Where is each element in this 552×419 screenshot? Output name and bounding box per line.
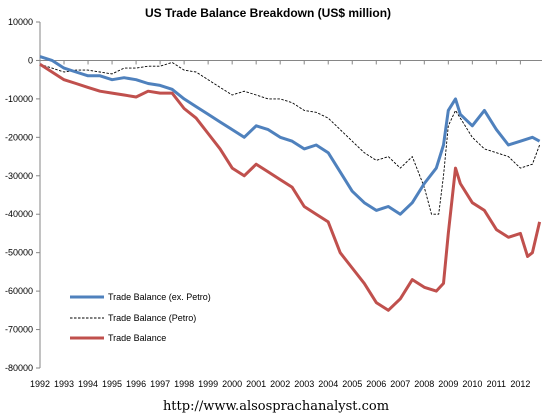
x-tick-label: 1995 xyxy=(102,379,122,389)
legend-label: Trade Balance xyxy=(108,333,166,343)
source-url: http://www.alsosprachanalyst.com xyxy=(162,399,390,414)
legend-label: Trade Balance (ex. Petro) xyxy=(108,292,211,302)
x-tick-label: 1993 xyxy=(54,379,74,389)
y-tick-label: -50000 xyxy=(5,248,33,258)
x-tick-labels: 1992 1993 1994 1995 1996 1997 1998 1999 2000 2001… xyxy=(30,379,530,389)
x-tick-label: 2000 xyxy=(222,379,242,389)
legend-label: Trade Balance (Petro) xyxy=(108,313,196,323)
series-line-1 xyxy=(39,61,541,215)
y-tick-label: -80000 xyxy=(5,363,33,373)
x-tick-label: 1992 xyxy=(30,379,50,389)
series-lines xyxy=(39,55,542,312)
x-tick-label: 2009 xyxy=(438,379,458,389)
x-tick-label: 1999 xyxy=(198,379,218,389)
x-tick-label: 1994 xyxy=(78,379,98,389)
x-tick-label: 2004 xyxy=(318,379,338,389)
y-tick-label: -40000 xyxy=(5,209,33,219)
x-tick-label: 2012 xyxy=(510,379,530,389)
x-tick-label: 2011 xyxy=(487,379,506,389)
line-chart: US Trade Balance Breakdown (US$ million)… xyxy=(5,6,542,389)
series-line-2 xyxy=(39,63,542,312)
legend: Trade Balance (ex. Petro) Trade Balance (… xyxy=(70,292,211,343)
x-tick-label: 2003 xyxy=(294,379,314,389)
chart-title: US Trade Balance Breakdown (US$ million) xyxy=(145,6,391,20)
x-tick-label: 2008 xyxy=(414,379,434,389)
x-tick-label: 1996 xyxy=(126,379,146,389)
y-tick-label: 0 xyxy=(28,55,33,65)
x-tick-label: 2010 xyxy=(462,379,482,389)
x-tick-label: 2002 xyxy=(270,379,290,389)
axes xyxy=(36,21,542,369)
y-tick-label: -60000 xyxy=(5,286,33,296)
x-tick-label: 2006 xyxy=(366,379,386,389)
y-tick-label: -20000 xyxy=(5,132,33,142)
y-tick-label: 10000 xyxy=(8,17,33,27)
x-tick-label: 1998 xyxy=(174,379,194,389)
x-tick-label: 1997 xyxy=(150,379,170,389)
y-tick-label: -70000 xyxy=(5,325,33,335)
y-tick-labels: 10000 0 -10000 -20000 -30000 -40000 -50000 -600… xyxy=(5,17,33,373)
series-line-0 xyxy=(39,55,541,216)
x-tick-label: 2005 xyxy=(342,379,362,389)
x-tick-label: 2001 xyxy=(246,379,266,389)
y-tick-label: -10000 xyxy=(5,94,33,104)
x-tick-label: 2007 xyxy=(390,379,410,389)
y-tick-label: -30000 xyxy=(5,171,33,181)
